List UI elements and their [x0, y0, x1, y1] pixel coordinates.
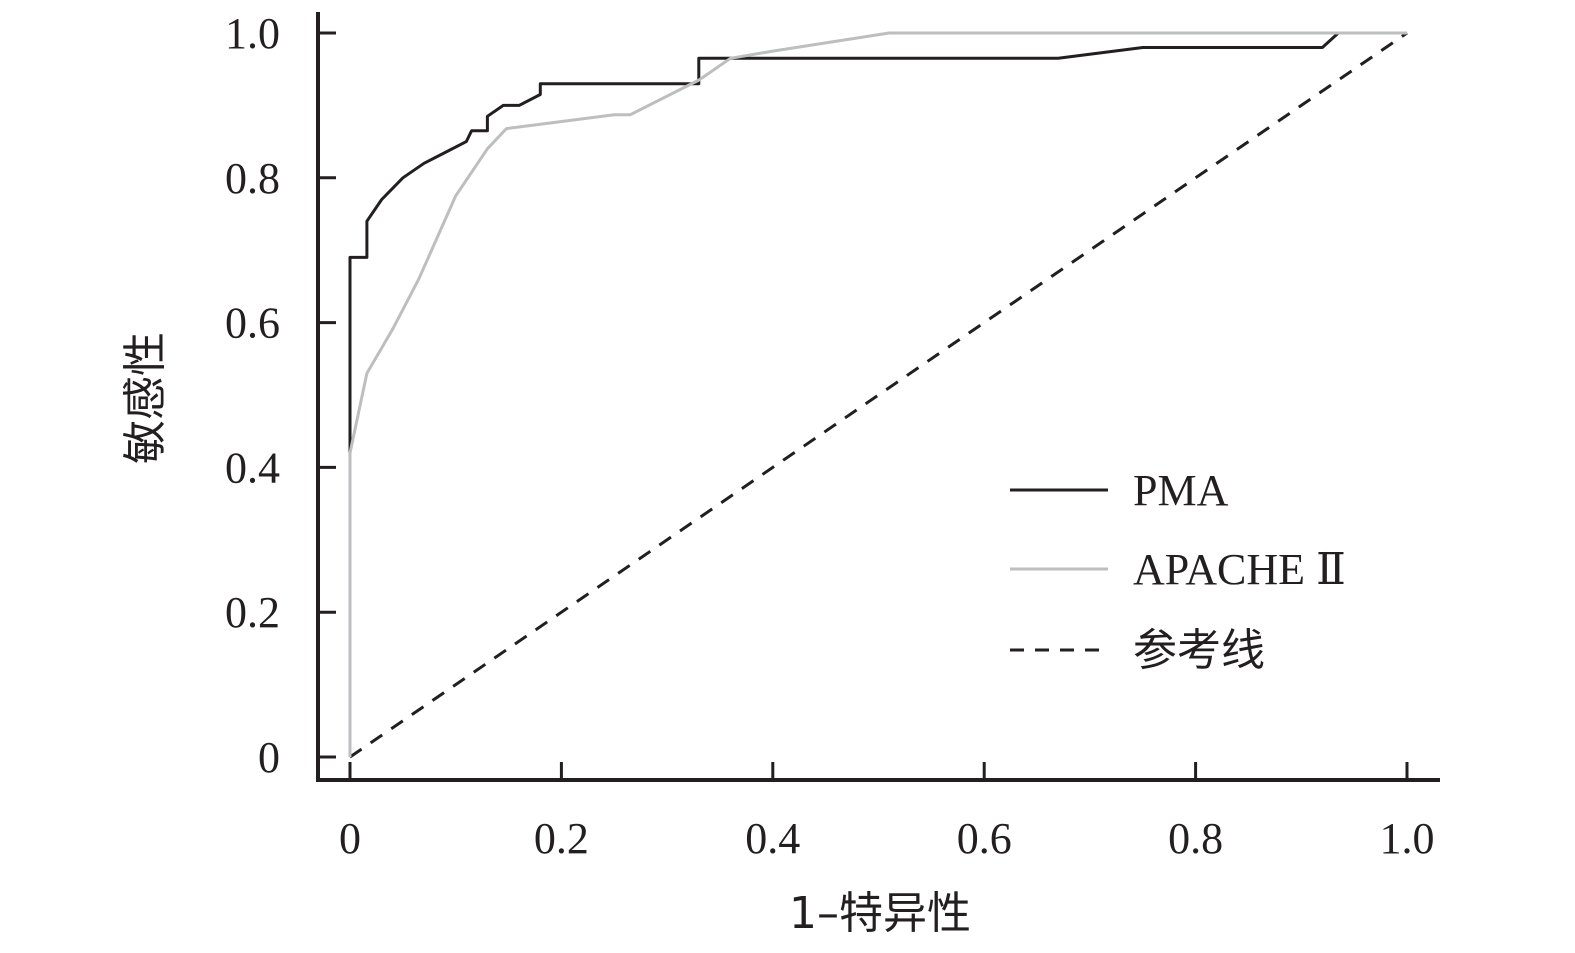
y-tick-label: 0 — [258, 733, 280, 782]
x-tick-label: 0.2 — [534, 814, 589, 863]
y-tick-label: 1.0 — [225, 9, 280, 58]
x-tick-label: 0.6 — [957, 814, 1012, 863]
x-axis-title: 1–特异性 — [789, 888, 971, 939]
series-line-apache — [348, 31, 1407, 757]
y-tick-label: 0.6 — [225, 299, 280, 348]
series-line-pma — [348, 31, 1407, 757]
axes-layer — [316, 12, 1440, 782]
series-layer — [348, 31, 1408, 759]
x-tick-label: 0.8 — [1168, 814, 1223, 863]
legend-label: APACHE Ⅱ — [1133, 545, 1346, 594]
y-axis-title: 敏感性 — [120, 332, 171, 464]
ticks-layer: 0 0.2 0.4 0.6 0.8 1.0 0 0.2 0.4 0.6 0.8 1.0 — [225, 9, 1435, 863]
y-tick-label: 0.8 — [225, 154, 280, 203]
legend: PMA APACHE Ⅱ 参考线 — [1010, 466, 1346, 675]
x-tick-label: 0 — [339, 814, 361, 863]
x-tick-label: 1.0 — [1380, 814, 1435, 863]
y-tick-label: 0.4 — [225, 443, 280, 492]
x-tick-label: 0.4 — [745, 814, 800, 863]
legend-label: 参考线 — [1133, 626, 1265, 675]
y-tick-label: 0.2 — [225, 588, 280, 637]
legend-label: PMA — [1133, 466, 1229, 515]
series-line-ref-2 — [349, 31, 1408, 759]
